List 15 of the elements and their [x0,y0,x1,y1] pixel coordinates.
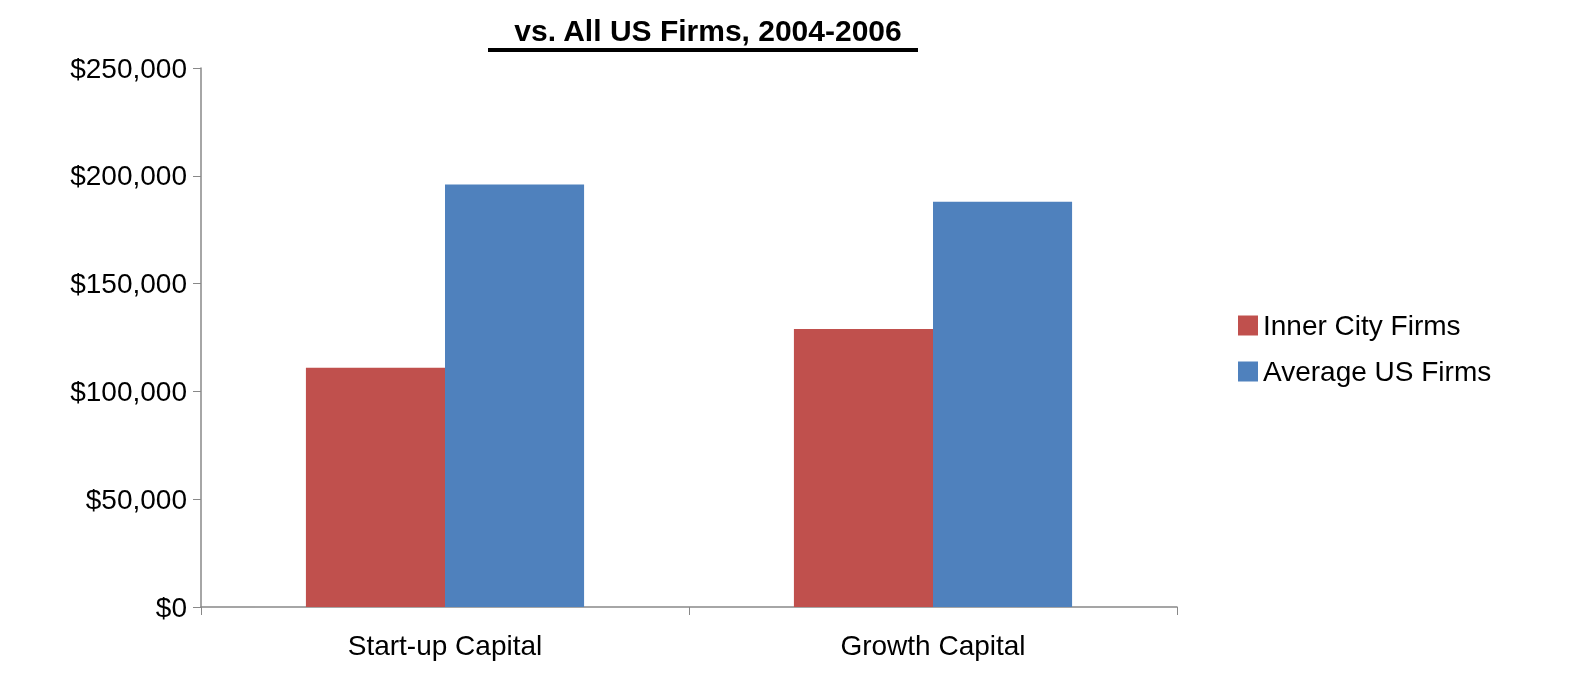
chart-title: vs. All US Firms, 2004-2006 [514,13,902,47]
bar [445,184,585,607]
bar [793,328,933,607]
legend-label: Average US Firms [1263,356,1492,387]
x-tick-label: Growth Capital [840,629,1026,661]
bar [305,367,445,607]
y-tick-label: $150,000 [70,268,187,300]
y-tick-label: $200,000 [70,160,187,192]
legend-label: Inner City Firms [1263,310,1461,341]
y-tick-label: $50,000 [85,483,187,515]
y-tick-label: $0 [155,591,187,623]
y-tick-label: $100,000 [70,375,187,407]
y-tick-label: $250,000 [70,52,187,84]
bar [933,201,1073,607]
x-tick-label: Start-up Capital [347,629,543,661]
